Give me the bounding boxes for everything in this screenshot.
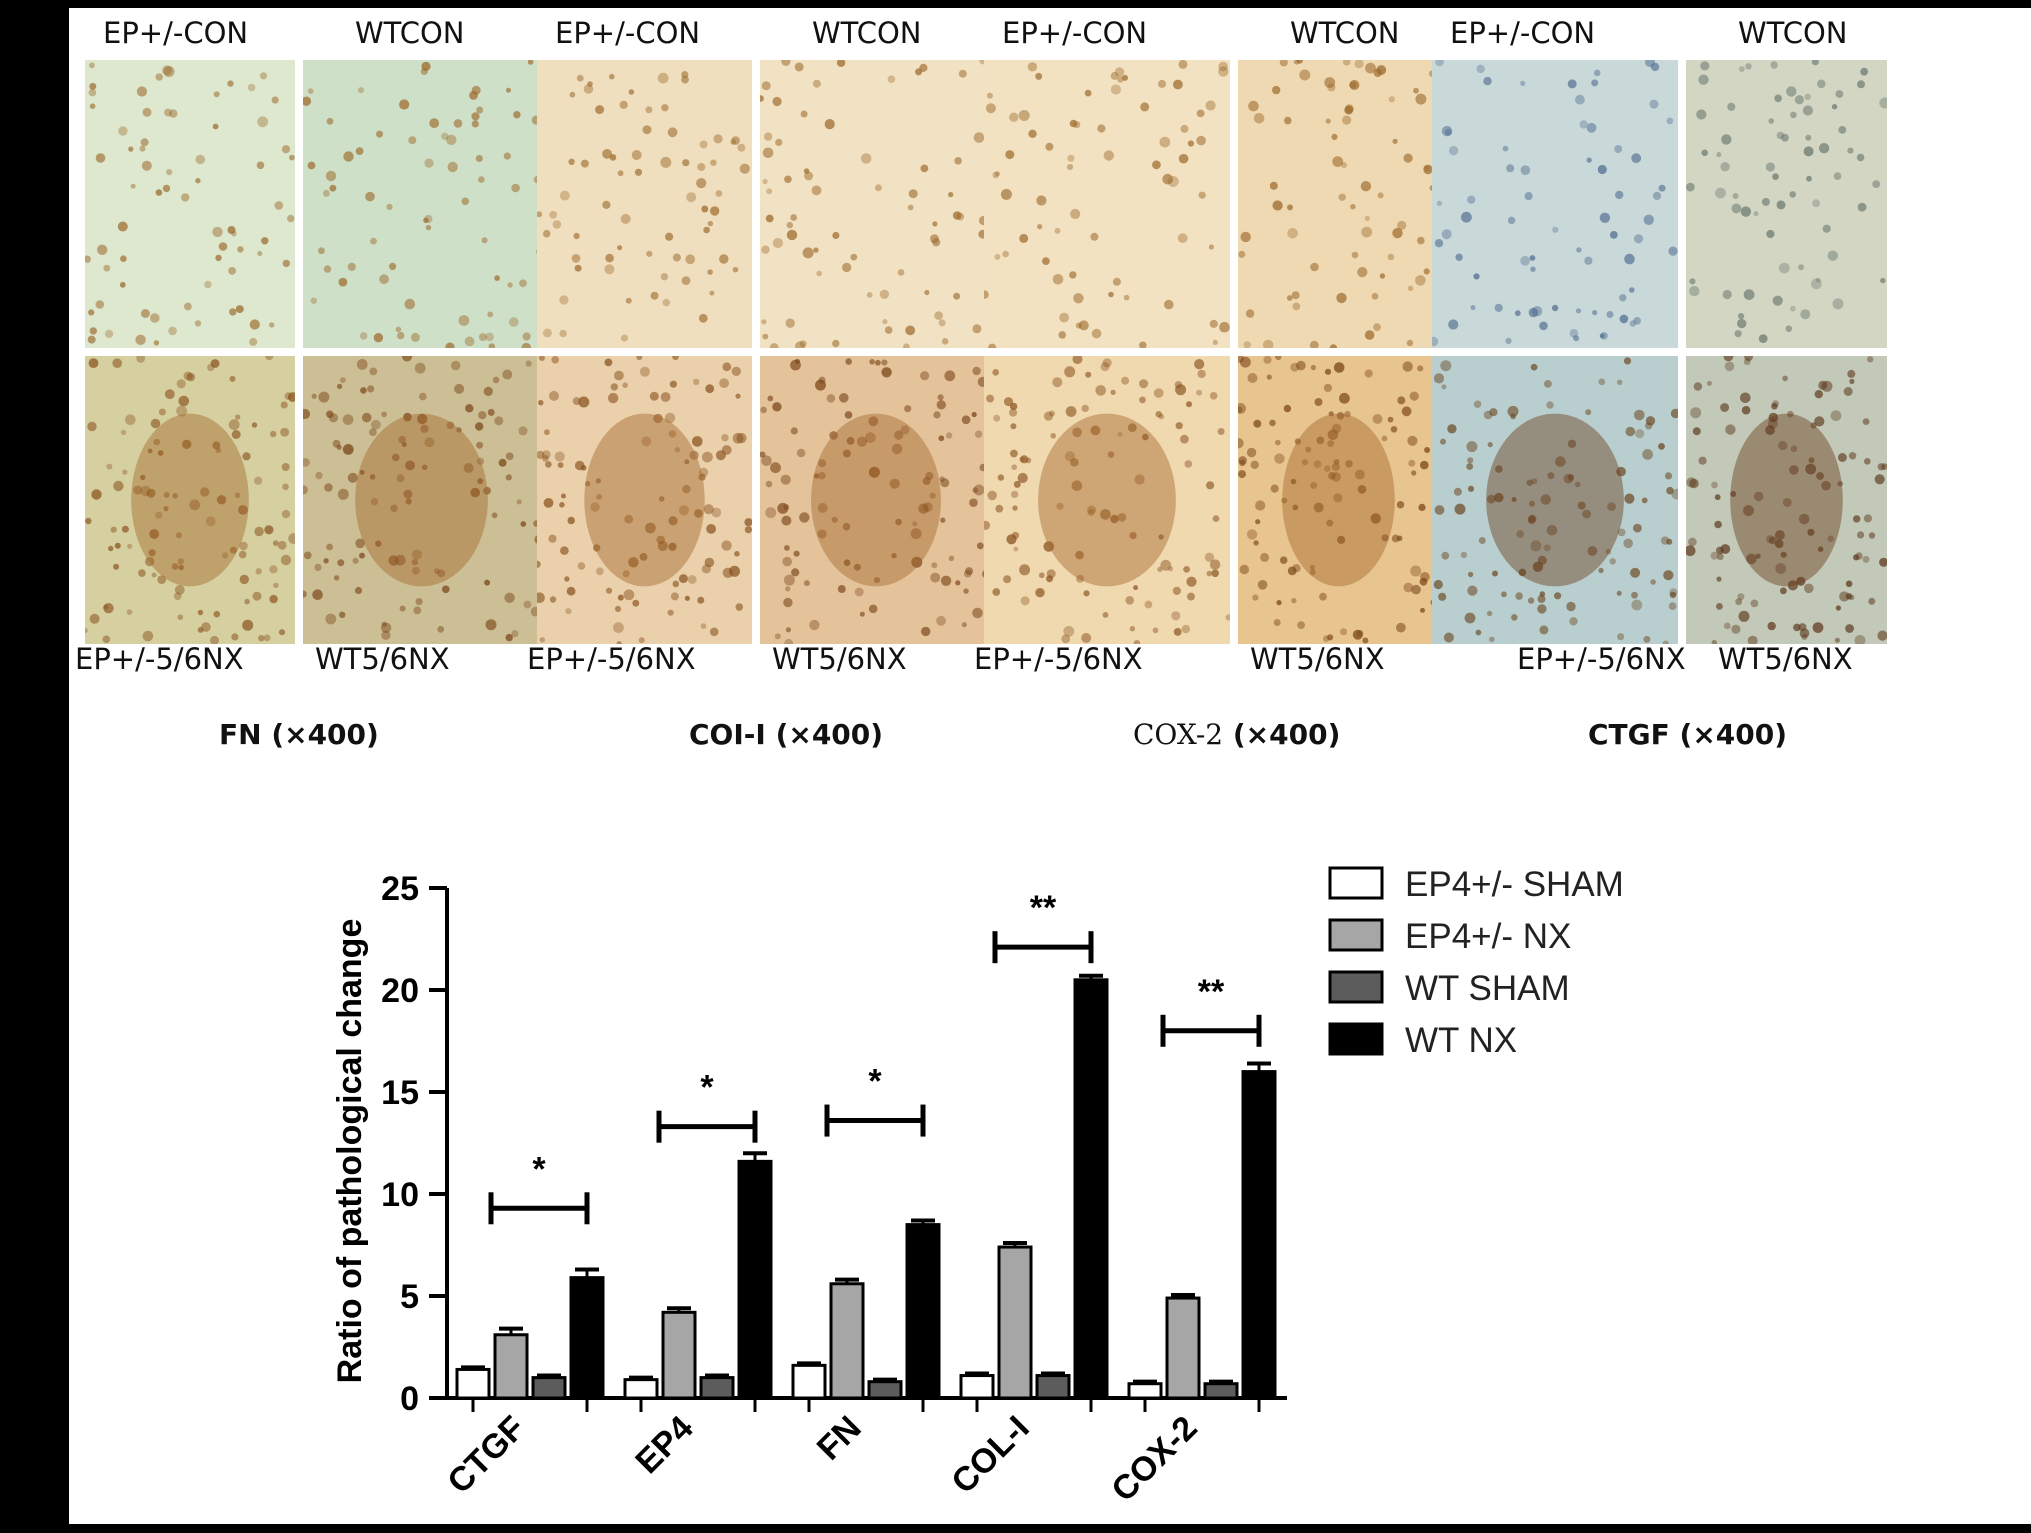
bar-wt-nx-ctgf [569, 1276, 605, 1400]
caption-marker: CTGF [1588, 718, 1670, 751]
bar-wt-nx-col-i [1073, 978, 1109, 1400]
caption-magnification: (×400) [775, 718, 884, 751]
significance-marker: * [700, 1069, 714, 1107]
bar-wt-sham-fn [867, 1380, 903, 1400]
panel-label-top-right: WTCON [812, 16, 922, 50]
micrograph-col-top-left [537, 60, 752, 348]
bar-ep4-sham-cox-2 [1127, 1382, 1163, 1400]
bar-chart: 0 5 10 15 20 25 Ratio of pathological change CT… [331, 865, 1624, 1509]
panel-label-bottom-right: WT5/6NX [1718, 642, 1853, 676]
y-tick-label: 10 [381, 1176, 419, 1214]
bar-wt-sham-cox-2 [1203, 1382, 1239, 1400]
panel-label-top-left: EP+/-CON [555, 16, 701, 50]
micrograph-ctgf-top-left [1432, 60, 1678, 348]
figure-canvas: EP+/-CON WTCON EP+/-5/6NX WT5/6NX FN (×400) E… [69, 8, 2031, 1524]
panel-label-top-left: EP+/-CON [103, 16, 249, 50]
legend-swatch [1328, 1022, 1384, 1056]
bar-wt-sham-ctgf [531, 1376, 567, 1400]
caption-magnification: (×400) [1679, 718, 1788, 751]
significance-marker: ** [1198, 973, 1225, 1011]
legend-label: WT SHAM [1405, 969, 1570, 1008]
bar-wt-nx-fn [905, 1223, 941, 1400]
y-tick-label: 15 [381, 1074, 419, 1112]
x-tick-label: CTGF [440, 1409, 532, 1501]
bar-wt-sham-col-i [1035, 1374, 1071, 1400]
micrograph-cox-bottom-left [984, 356, 1230, 644]
panel-label-bottom-left: EP+/-5/6NX [1517, 642, 1686, 676]
x-tick-label: COL-I [944, 1409, 1036, 1501]
bar-ep4-nx-ctgf [493, 1333, 529, 1400]
panel-caption: COX-2 (×400) [1133, 718, 1340, 751]
bar-ep4-sham-ep4 [623, 1378, 659, 1400]
legend-label: EP4+/- NX [1405, 917, 1571, 956]
panel-label-bottom-right: WT5/6NX [772, 642, 907, 676]
micrograph-ctgf-bottom-left [1432, 356, 1678, 644]
bar-ep4-nx-fn [829, 1282, 865, 1400]
bar-ep4-sham-ctgf [455, 1367, 491, 1400]
significance-marker: * [868, 1063, 882, 1101]
legend-label: EP4+/- SHAM [1405, 865, 1624, 904]
bar-wt-nx-cox-2 [1241, 1070, 1277, 1400]
panel-label-top-right: WTCON [1738, 16, 1848, 50]
bar-ep4-nx-cox-2 [1165, 1296, 1201, 1400]
legend-swatch [1328, 866, 1384, 900]
bar-ep4-sham-col-i [959, 1374, 995, 1400]
caption-magnification: (×400) [271, 718, 379, 751]
panel-caption: CTGF (×400) [1588, 718, 1787, 751]
micrograph-fn-top-right [303, 60, 540, 348]
panel-label-top-right: WTCON [1290, 16, 1400, 50]
x-tick-label: COX-2 [1104, 1409, 1204, 1509]
micrograph-ctgf-top-right [1686, 60, 1887, 348]
micrograph-fn-top-left [85, 60, 295, 348]
micrograph-fn-bottom-left [85, 356, 295, 644]
caption-marker: COI-I [689, 718, 766, 751]
y-axis-title: Ratio of pathological change [331, 919, 369, 1384]
panel-caption: COI-I (×400) [689, 718, 883, 751]
legend-swatch [1328, 918, 1384, 952]
micrograph-col-bottom-right [760, 356, 992, 644]
panel-label-bottom-right: WT5/6NX [1250, 642, 1385, 676]
significance-marker: * [532, 1150, 546, 1188]
y-tick-label: 20 [381, 972, 419, 1010]
panel-label-top-right: WTCON [355, 16, 465, 50]
panel-caption: FN (×400) [219, 718, 379, 751]
panel-label-bottom-left: EP+/-5/6NX [75, 642, 244, 676]
bar-wt-sham-ep4 [699, 1376, 735, 1400]
panel-label-top-left: EP+/-CON [1002, 16, 1148, 50]
micrograph-cox-top-left [984, 60, 1230, 348]
bar-wt-nx-ep4 [737, 1159, 773, 1400]
panel-label-bottom-left: EP+/-5/6NX [527, 642, 696, 676]
caption-marker: COX-2 [1133, 718, 1224, 751]
y-tick-label: 5 [400, 1278, 419, 1316]
legend-label: WT NX [1405, 1021, 1517, 1060]
significance-marker: ** [1030, 889, 1057, 927]
panel-label-top-left: EP+/-CON [1450, 16, 1596, 50]
caption-magnification: (×400) [1232, 718, 1341, 751]
bar-ep4-sham-fn [791, 1363, 827, 1400]
panel-label-bottom-right: WT5/6NX [315, 642, 450, 676]
micrograph-col-top-right [760, 60, 992, 348]
micrograph-ctgf-bottom-right [1686, 356, 1887, 644]
bar-ep4-nx-col-i [997, 1245, 1033, 1400]
y-tick-label: 25 [381, 870, 419, 908]
micrograph-cox-bottom-right [1238, 356, 1439, 644]
panel-label-bottom-left: EP+/-5/6NX [974, 642, 1143, 676]
y-tick-label: 0 [400, 1380, 419, 1418]
x-tick-label: FN [810, 1409, 869, 1468]
micrograph-fn-bottom-right [303, 356, 540, 644]
legend-swatch [1328, 970, 1384, 1004]
micrograph-col-bottom-left [537, 356, 752, 644]
bar-ep4-nx-ep4 [661, 1310, 697, 1400]
caption-marker: FN [219, 718, 262, 751]
x-tick-label: EP4 [628, 1409, 700, 1481]
